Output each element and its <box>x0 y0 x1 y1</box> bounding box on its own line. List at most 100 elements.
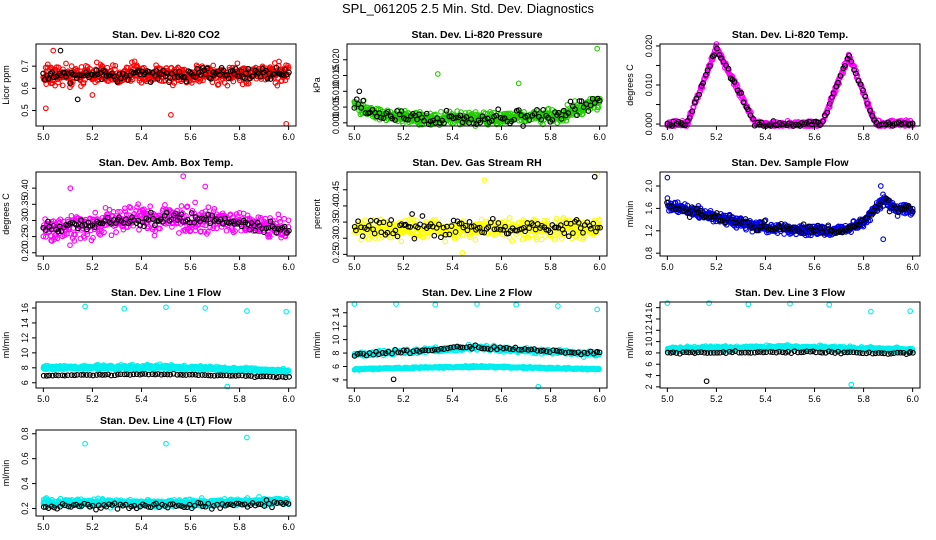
reference-point <box>78 217 84 224</box>
reference-point <box>830 90 837 97</box>
reference-point <box>817 122 823 128</box>
reference-point <box>561 230 568 236</box>
data-point <box>57 219 63 226</box>
reference-point <box>526 225 533 231</box>
data-point <box>425 233 431 239</box>
panel-title: Stan. Dev. Li-820 Temp. <box>732 29 848 41</box>
y-tick-label: 0.5 <box>20 104 30 117</box>
reference-point <box>580 229 586 236</box>
reference-point <box>497 226 504 233</box>
reference-point <box>578 98 585 104</box>
reference-point <box>201 216 207 223</box>
reference-point <box>682 122 688 129</box>
data-point <box>215 81 222 88</box>
plot-frame <box>35 171 297 257</box>
data-point <box>108 232 115 239</box>
reference-point <box>154 76 161 82</box>
data-point <box>44 61 51 68</box>
outlier-point <box>50 47 57 54</box>
reference-point <box>689 108 696 115</box>
reference-point <box>534 107 540 113</box>
outlier-point <box>89 92 96 98</box>
x-tick-label: 5.2 <box>397 132 410 142</box>
reference-point <box>842 62 848 69</box>
reference-point <box>125 76 131 83</box>
reference-point <box>83 69 89 76</box>
data-point <box>202 208 209 215</box>
reference-point <box>848 58 855 65</box>
reference-point <box>378 229 385 236</box>
reference-point <box>464 227 471 234</box>
reference-point <box>468 116 474 122</box>
panel-title: Stan. Dev. Li-820 CO2 <box>112 29 220 41</box>
data-point <box>210 225 216 232</box>
reference-point <box>745 106 751 113</box>
reference-point <box>94 71 101 78</box>
reference-point <box>675 118 682 125</box>
reference-point <box>250 73 256 79</box>
y-tick-label: 16 <box>20 303 30 313</box>
y-tick-label: 0.010 <box>331 80 341 103</box>
outlier-point <box>202 183 209 190</box>
data-point <box>533 234 540 241</box>
x-tick-label: 5.2 <box>86 132 99 142</box>
y-tick-label: 0.20 <box>20 244 30 262</box>
data-point <box>447 116 454 123</box>
y-tick-label: 0.005 <box>331 96 341 119</box>
outlier-point <box>283 120 290 127</box>
reference-point <box>538 116 545 123</box>
reference-point <box>380 115 387 122</box>
reference-point <box>436 221 442 228</box>
reference-point <box>266 70 273 77</box>
data-point <box>762 217 769 224</box>
reference-point <box>172 210 179 217</box>
data-point <box>282 233 289 240</box>
data-point <box>125 224 131 230</box>
x-tick-label: 5.8 <box>857 132 870 142</box>
panel-title: Stan. Dev. Gas Stream RH <box>412 157 541 169</box>
reference-point <box>520 225 527 231</box>
outlier-point <box>283 308 290 315</box>
reference-point <box>125 220 132 227</box>
reference-point <box>450 217 457 224</box>
x-tick-label: 5.4 <box>446 262 459 272</box>
reference-point <box>267 218 274 225</box>
reference-point <box>202 71 209 77</box>
reference-point <box>495 220 502 226</box>
x-tick-label: 5.2 <box>710 132 723 142</box>
reference-point <box>803 119 810 126</box>
y-axis-label: degrees C <box>625 64 635 106</box>
data-point <box>198 228 204 235</box>
reference-point <box>549 117 556 123</box>
data-point <box>264 228 271 235</box>
data-point <box>274 82 281 89</box>
reference-point <box>220 67 227 74</box>
reference-point <box>427 118 434 125</box>
reference-point <box>42 227 49 233</box>
reference-point <box>238 68 245 75</box>
data-point <box>112 62 119 69</box>
data-point <box>68 63 75 69</box>
data-point <box>538 236 545 243</box>
reference-point <box>864 100 871 107</box>
reference-point <box>589 95 596 102</box>
panel-title: Stan. Dev. Li-820 Pressure <box>411 29 542 41</box>
y-tick-label: 0.015 <box>331 64 341 87</box>
reference-point <box>89 71 96 78</box>
outlier-point <box>664 174 671 181</box>
data-point <box>210 62 217 69</box>
x-tick-label: 5.0 <box>661 262 674 272</box>
reference-point <box>97 220 104 227</box>
reference-point <box>431 232 438 239</box>
panel-title: Stan. Dev. Line 1 Flow <box>111 287 222 299</box>
y-tick-label: 0.25 <box>20 228 30 246</box>
reference-point <box>704 67 711 74</box>
reference-point <box>355 101 362 107</box>
x-tick-label: 5.8 <box>544 132 557 142</box>
data-point <box>122 208 129 215</box>
outlier-point <box>82 303 88 310</box>
reference-point <box>252 227 259 234</box>
x-tick-label: 6.0 <box>593 132 606 142</box>
reference-point <box>147 79 154 85</box>
data-point <box>184 203 191 210</box>
